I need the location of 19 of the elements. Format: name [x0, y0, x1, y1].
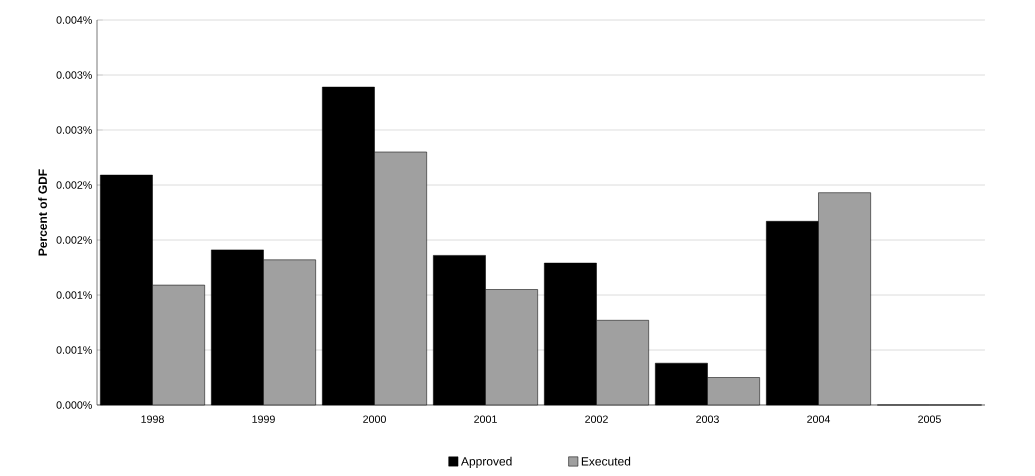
x-tick-label: 2003 [696, 415, 719, 423]
y-tick-label: 0.003% [56, 126, 92, 134]
x-tick-label: 1999 [252, 415, 275, 423]
y-tick-label: 0.001% [56, 346, 92, 354]
x-tick-label: 2004 [807, 415, 831, 423]
x-tick-label: 2000 [363, 415, 386, 423]
y-tick-label: 0.003% [56, 71, 92, 79]
y-tick-label: 0.000% [56, 401, 92, 409]
y-tick-label: 0.004% [56, 16, 92, 24]
legend-label: Executed [581, 456, 631, 466]
x-tick-label: 1998 [141, 415, 164, 423]
x-tick-label: 2002 [585, 415, 608, 423]
legend-label: Approved [460, 456, 512, 468]
x-tick-label: 2001 [474, 415, 497, 423]
y-tick-label: 0.001% [56, 291, 92, 299]
y-axis-title: Percent of GDF [38, 169, 47, 256]
y-tick-label: 0.002% [56, 236, 92, 244]
x-tick-label: 2005 [918, 415, 941, 423]
y-tick-label: 0.002% [56, 181, 92, 189]
